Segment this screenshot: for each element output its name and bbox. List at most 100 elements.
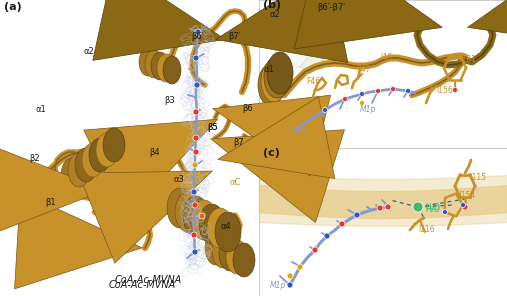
Circle shape xyxy=(312,247,318,253)
Text: α4: α4 xyxy=(220,222,231,231)
Text: Y181: Y181 xyxy=(458,55,477,64)
Ellipse shape xyxy=(233,243,255,277)
Circle shape xyxy=(287,282,293,288)
Ellipse shape xyxy=(258,64,284,106)
Text: β6′: β6′ xyxy=(192,32,204,41)
Text: β4: β4 xyxy=(150,148,160,157)
Text: β5: β5 xyxy=(208,123,218,132)
Bar xyxy=(259,148,507,296)
Text: β1: β1 xyxy=(46,198,56,207)
Circle shape xyxy=(193,149,199,155)
Text: CoA-Ac-MVNA: CoA-Ac-MVNA xyxy=(108,280,175,290)
Circle shape xyxy=(191,232,197,238)
Circle shape xyxy=(376,89,380,94)
Ellipse shape xyxy=(96,133,118,167)
Text: H154: H154 xyxy=(455,191,475,200)
Ellipse shape xyxy=(226,240,248,274)
Circle shape xyxy=(460,202,465,207)
Ellipse shape xyxy=(205,231,227,265)
Text: (c): (c) xyxy=(263,148,280,158)
Ellipse shape xyxy=(267,52,293,94)
Text: H₂O: H₂O xyxy=(425,205,440,215)
Circle shape xyxy=(193,109,199,115)
Text: β7′: β7′ xyxy=(228,32,240,41)
Text: I48: I48 xyxy=(380,53,392,62)
Ellipse shape xyxy=(75,148,97,182)
Text: αC: αC xyxy=(230,178,241,186)
Circle shape xyxy=(193,135,199,141)
Circle shape xyxy=(443,210,447,215)
Text: I116: I116 xyxy=(418,226,434,234)
Text: β2: β2 xyxy=(29,154,40,163)
Text: P47: P47 xyxy=(356,65,371,74)
Ellipse shape xyxy=(282,16,330,68)
Circle shape xyxy=(339,221,345,227)
Ellipse shape xyxy=(103,128,125,162)
Ellipse shape xyxy=(264,56,290,98)
Circle shape xyxy=(324,233,330,239)
Text: CoA-Ac-MVNA: CoA-Ac-MVNA xyxy=(115,275,182,285)
Text: β3: β3 xyxy=(164,96,175,105)
Circle shape xyxy=(194,82,200,88)
Ellipse shape xyxy=(145,50,163,78)
Circle shape xyxy=(195,29,201,35)
Text: α2: α2 xyxy=(83,47,94,56)
Ellipse shape xyxy=(68,153,90,187)
Ellipse shape xyxy=(191,200,217,240)
Circle shape xyxy=(390,86,395,91)
Ellipse shape xyxy=(215,212,241,252)
Ellipse shape xyxy=(219,237,241,271)
Text: α2: α2 xyxy=(270,10,281,19)
Circle shape xyxy=(462,204,468,210)
Ellipse shape xyxy=(89,138,111,172)
Ellipse shape xyxy=(139,48,157,76)
Circle shape xyxy=(343,96,347,102)
Ellipse shape xyxy=(151,52,169,80)
Circle shape xyxy=(377,205,383,211)
Ellipse shape xyxy=(207,208,233,248)
Ellipse shape xyxy=(199,204,225,244)
Text: β7: β7 xyxy=(233,138,244,147)
Text: α3: α3 xyxy=(173,175,184,184)
Text: I156: I156 xyxy=(436,86,453,95)
Circle shape xyxy=(287,273,293,279)
Text: M1p: M1p xyxy=(270,281,286,289)
Ellipse shape xyxy=(280,32,308,68)
Circle shape xyxy=(192,162,198,168)
Ellipse shape xyxy=(167,188,193,228)
Ellipse shape xyxy=(212,234,234,268)
Text: (b): (b) xyxy=(263,0,281,10)
Text: (a): (a) xyxy=(4,2,22,12)
Circle shape xyxy=(192,249,198,255)
Text: β6′-β7′: β6′-β7′ xyxy=(317,3,345,12)
Ellipse shape xyxy=(163,56,181,84)
Circle shape xyxy=(413,202,423,212)
Text: α1: α1 xyxy=(35,105,46,114)
Circle shape xyxy=(199,213,205,219)
Text: N-: N- xyxy=(51,242,61,252)
Text: β6: β6 xyxy=(242,104,253,112)
Ellipse shape xyxy=(157,54,175,82)
Text: α1: α1 xyxy=(263,65,274,74)
Text: N-: N- xyxy=(31,237,40,246)
Circle shape xyxy=(385,204,391,210)
Circle shape xyxy=(297,264,303,270)
Ellipse shape xyxy=(82,143,104,177)
Circle shape xyxy=(359,91,365,96)
Ellipse shape xyxy=(261,60,287,102)
Circle shape xyxy=(406,89,411,94)
Circle shape xyxy=(322,107,328,112)
Circle shape xyxy=(359,101,365,105)
Ellipse shape xyxy=(61,158,83,192)
Text: M1p: M1p xyxy=(360,105,376,115)
Text: β5: β5 xyxy=(208,123,218,132)
Text: Y115: Y115 xyxy=(468,173,487,183)
Circle shape xyxy=(192,202,198,208)
Circle shape xyxy=(453,88,457,92)
Ellipse shape xyxy=(183,196,209,236)
Ellipse shape xyxy=(175,192,201,232)
Text: F46: F46 xyxy=(306,77,320,86)
Text: H₂O: H₂O xyxy=(425,202,440,212)
Circle shape xyxy=(193,55,199,61)
Bar xyxy=(259,0,507,148)
